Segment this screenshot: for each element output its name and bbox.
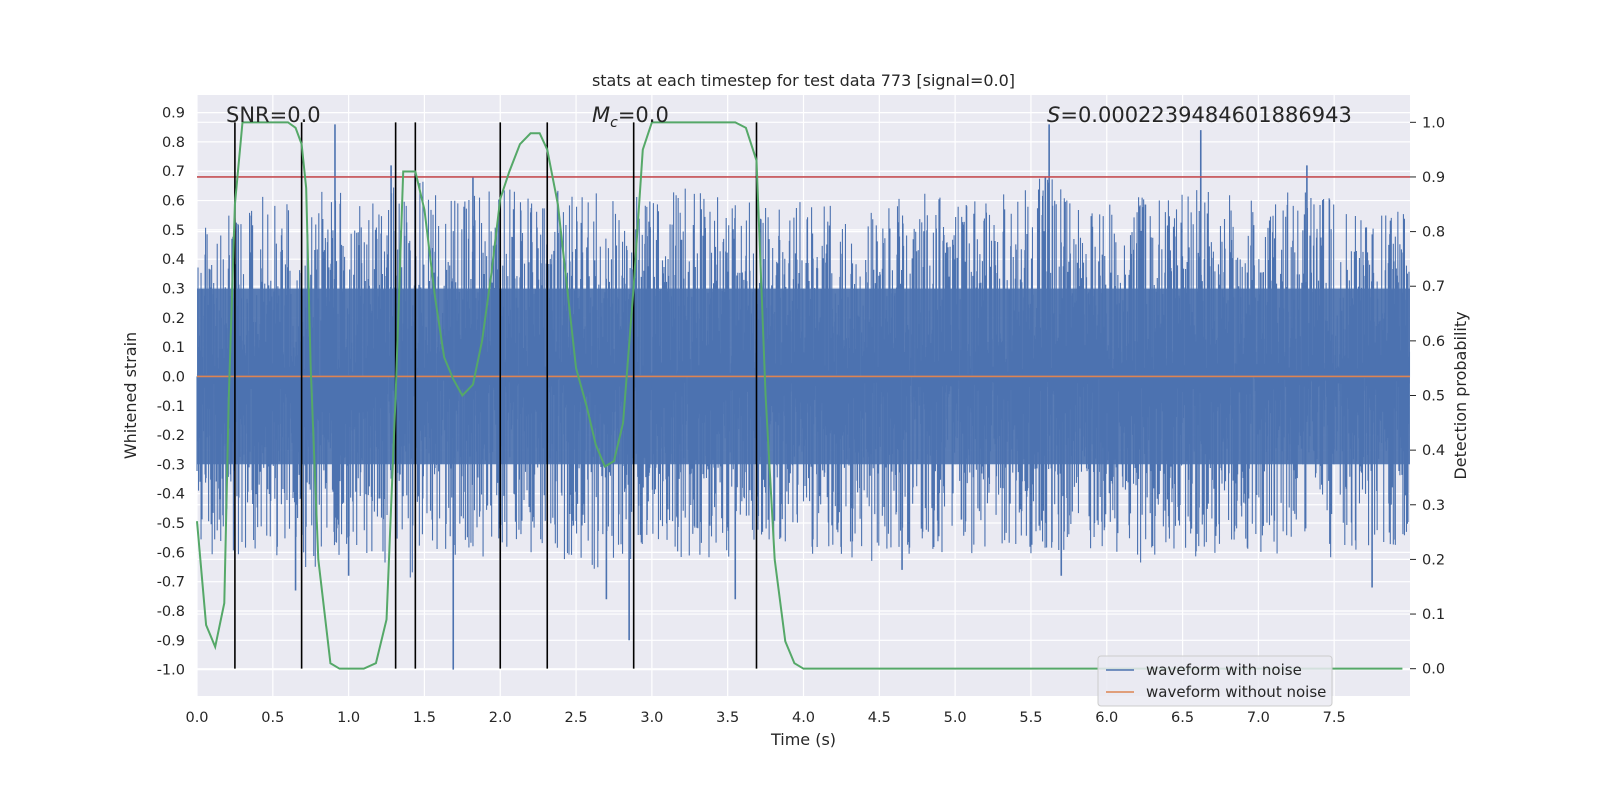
chart-title: stats at each timestep for test data 773…	[592, 71, 1015, 90]
y2-tick-label: 0.2	[1422, 552, 1445, 568]
y-tick-label: 0.1	[162, 340, 185, 356]
y-tick-label: -0.5	[157, 516, 185, 532]
mc-subscript: c	[610, 115, 618, 131]
y-tick-label: 0.8	[162, 135, 185, 151]
x-tick-label: 5.5	[1019, 710, 1042, 726]
legend-label-noise: waveform with noise	[1146, 661, 1302, 679]
y-tick-label: 0.5	[162, 223, 185, 239]
y2-tick-label: 1.0	[1422, 115, 1445, 131]
s-value: =0.0002239484601886943	[1060, 103, 1352, 127]
y-tick-label: 0.6	[162, 194, 185, 210]
legend: waveform with noise waveform without noi…	[1097, 655, 1333, 707]
legend-box	[1097, 655, 1333, 707]
y2-tick-label: 0.7	[1422, 279, 1445, 295]
detection-probability-line	[196, 121, 1403, 670]
y2-tick-label: 0.5	[1422, 389, 1445, 405]
y-tick-label: -0.3	[157, 457, 185, 473]
y-axis-label: Whitened strain	[121, 332, 140, 459]
score-annotation: S=0.0002239484601886943	[1047, 103, 1352, 127]
y2-tick-label: 0.3	[1422, 498, 1445, 514]
y-tick-label: 0.2	[162, 311, 185, 327]
x-axis-label: Time (s)	[770, 730, 836, 749]
legend-label-clean: waveform without noise	[1146, 683, 1326, 701]
y2-tick-label: 0.4	[1422, 443, 1445, 459]
snr-annotation: SNR=0.0	[226, 103, 321, 127]
y2-tick-label: 0.9	[1422, 170, 1445, 186]
x-tick-label: 6.5	[1171, 710, 1194, 726]
mc-symbol: M	[592, 103, 610, 127]
y2-tick-label: 0.8	[1422, 225, 1445, 241]
x-tick-label: 0.5	[261, 710, 284, 726]
mc-value: =0.0	[618, 103, 669, 127]
y-tick-label: -0.2	[157, 428, 185, 444]
x-tick-label: 3.0	[640, 710, 663, 726]
y-tick-label: -0.9	[157, 633, 185, 649]
y-tick-label: 0.0	[162, 369, 185, 385]
y-tick-label: -0.6	[157, 545, 185, 561]
x-tick-label: 0.0	[185, 710, 208, 726]
y-tick-label: -0.1	[157, 399, 185, 415]
x-tick-label: 7.0	[1247, 710, 1270, 726]
y-tick-label: 0.4	[162, 252, 185, 268]
x-tick-label: 2.5	[565, 710, 588, 726]
y2-tick-label: 0.6	[1422, 334, 1445, 350]
y2-tick-label: 0.1	[1422, 607, 1445, 623]
x-tick-label: 4.0	[792, 710, 815, 726]
chirp-mass-annotation: Mc=0.0	[592, 103, 669, 131]
y-tick-label: -0.8	[157, 604, 185, 620]
y2-tick-label: 0.0	[1422, 662, 1445, 678]
x-tick-label: 2.0	[489, 710, 512, 726]
y-tick-label: -0.4	[157, 487, 185, 503]
x-tick-label: 7.5	[1323, 710, 1346, 726]
x-tick-label: 3.5	[716, 710, 739, 726]
x-tick-label: 1.5	[413, 710, 436, 726]
y-tick-label: 0.7	[162, 164, 185, 180]
x-tick-label: 6.0	[1095, 710, 1118, 726]
s-symbol: S	[1047, 103, 1060, 127]
axes: 0.0 0.5 1.0 1.5 2.0 2.5 3.0 3.5 4.0 4.5 5.0 5.5 6.0 6…	[157, 106, 1445, 726]
y-tick-label: -0.7	[157, 575, 185, 591]
y-tick-label: 0.3	[162, 281, 185, 297]
y2-axis-label: Detection probability	[1451, 311, 1470, 479]
y-tick-label: 0.9	[162, 106, 185, 122]
series-layer	[196, 121, 1410, 670]
x-tick-label: 1.0	[337, 710, 360, 726]
x-tick-label: 5.0	[944, 710, 967, 726]
x-tick-label: 4.5	[868, 710, 891, 726]
y-tick-label: -1.0	[157, 663, 185, 679]
